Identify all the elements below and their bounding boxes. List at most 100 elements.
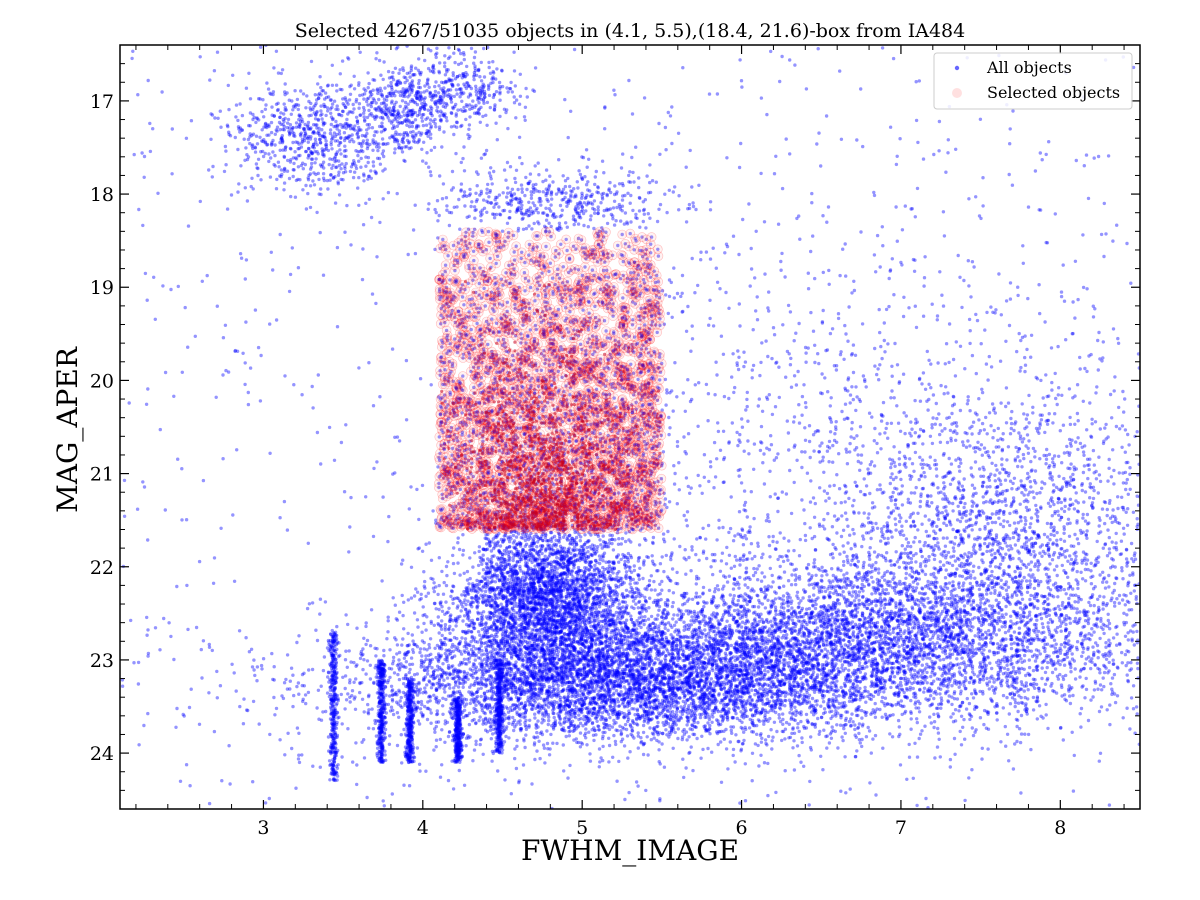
data-point-all (464, 117, 468, 122)
data-point-all (461, 553, 465, 557)
data-point-all (477, 101, 481, 105)
data-point-all (324, 95, 329, 100)
data-point-all (380, 137, 385, 141)
data-point-all (278, 174, 282, 178)
data-point-all (294, 102, 299, 107)
data-point-all (473, 50, 478, 54)
data-point-all (331, 175, 336, 180)
data-point-all (392, 137, 397, 141)
data-point-all (394, 100, 398, 105)
data-point-all (397, 146, 401, 150)
data-point-all (459, 160, 463, 165)
data-point-all (361, 139, 366, 143)
data-point-all (275, 177, 279, 182)
data-point-all (444, 583, 449, 588)
data-point-all (280, 134, 284, 138)
data-point-all (537, 596, 541, 600)
data-point-all (243, 158, 247, 162)
data-point-all (550, 197, 554, 201)
data-point-all (364, 89, 368, 93)
data-point-all (553, 604, 558, 608)
data-point-all (380, 115, 385, 120)
data-point-all (405, 71, 409, 76)
data-point-all (365, 128, 369, 132)
data-point-all (269, 130, 274, 135)
data-point-all (428, 118, 433, 122)
data-point-all (492, 216, 497, 220)
data-point-all (433, 84, 437, 89)
data-point-all (645, 174, 649, 178)
data-point-all (412, 594, 417, 598)
data-point-all (439, 109, 443, 113)
data-point-all (626, 191, 630, 195)
data-point-all (601, 565, 605, 570)
data-point-all (291, 108, 295, 112)
data-point-all (457, 547, 462, 552)
data-point-all (310, 157, 315, 161)
data-point-all (319, 192, 323, 197)
data-point-all (362, 97, 366, 101)
data-point-all (459, 182, 464, 186)
data-point-all (455, 120, 459, 125)
data-point-all (442, 86, 446, 90)
data-point-all (209, 137, 213, 141)
data-point-all (586, 225, 590, 229)
data-point-all (574, 209, 578, 214)
data-point-all (286, 158, 290, 163)
data-point-all (493, 105, 497, 109)
data-point-all (398, 132, 402, 137)
data-point-all (320, 147, 324, 151)
data-point-all (662, 569, 666, 574)
data-point-all (279, 136, 284, 140)
data-point-all (405, 111, 409, 115)
data-point-all (372, 133, 376, 138)
data-point-all (484, 113, 488, 118)
data-point-all (293, 150, 297, 154)
data-point-all (441, 592, 446, 596)
data-point-all (311, 107, 315, 112)
data-point-all (473, 64, 477, 68)
data-point-all (382, 154, 386, 159)
data-point-all (313, 150, 317, 154)
data-point-all (644, 226, 648, 230)
data-point-all (355, 132, 359, 136)
data-point-all (490, 576, 494, 580)
data-point-all (395, 191, 399, 196)
data-point-all (284, 145, 288, 149)
data-point-all (506, 202, 510, 206)
data-point-all (335, 165, 339, 169)
data-point-all (468, 92, 472, 96)
data-point-all (319, 104, 323, 108)
data-point-all (383, 110, 387, 115)
data-point-all (694, 207, 698, 212)
data-point-all (341, 97, 345, 101)
data-point-all (342, 125, 346, 129)
data-point-all (289, 158, 293, 162)
data-point-all (413, 140, 417, 144)
data-point-all (625, 220, 629, 224)
data-point-all (298, 153, 302, 158)
data-point-all (415, 123, 419, 128)
data-point-all (444, 196, 449, 200)
data-point-all (454, 112, 458, 116)
data-point-all (667, 588, 671, 593)
data-point-all (655, 219, 660, 224)
data-point-all (304, 149, 308, 154)
data-point-all (371, 160, 375, 164)
data-point-all (359, 156, 363, 161)
data-point-all (317, 96, 321, 101)
data-point-all (366, 71, 370, 75)
data-point-all (388, 91, 393, 95)
data-point-all (242, 137, 246, 141)
data-point-all (328, 131, 333, 136)
data-point-all (429, 126, 433, 130)
data-point-all (321, 89, 325, 93)
data-point-all (267, 123, 271, 127)
data-point-all (309, 126, 313, 130)
data-point-all (550, 552, 554, 556)
data-point-all (453, 60, 457, 65)
data-point-all (320, 134, 325, 138)
data-point-all (461, 74, 466, 78)
data-point-all (482, 46, 486, 51)
data-point-all (275, 129, 279, 133)
